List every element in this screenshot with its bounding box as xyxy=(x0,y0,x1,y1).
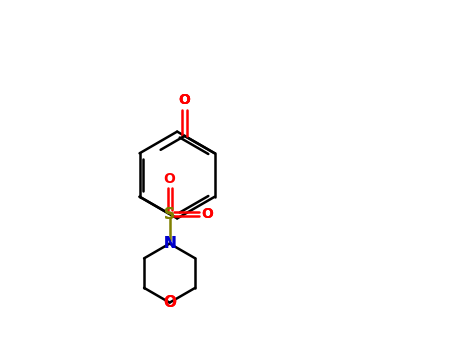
Text: O: O xyxy=(201,207,213,221)
Text: O: O xyxy=(179,93,191,107)
Text: O: O xyxy=(179,93,191,107)
Text: O: O xyxy=(163,295,176,310)
Text: N: N xyxy=(163,236,176,251)
Text: S: S xyxy=(164,206,175,222)
Text: O: O xyxy=(179,93,191,107)
Text: O: O xyxy=(163,295,176,310)
Text: S: S xyxy=(164,206,175,222)
Text: O: O xyxy=(201,207,213,221)
Text: O: O xyxy=(164,172,176,186)
Text: N: N xyxy=(163,236,176,251)
